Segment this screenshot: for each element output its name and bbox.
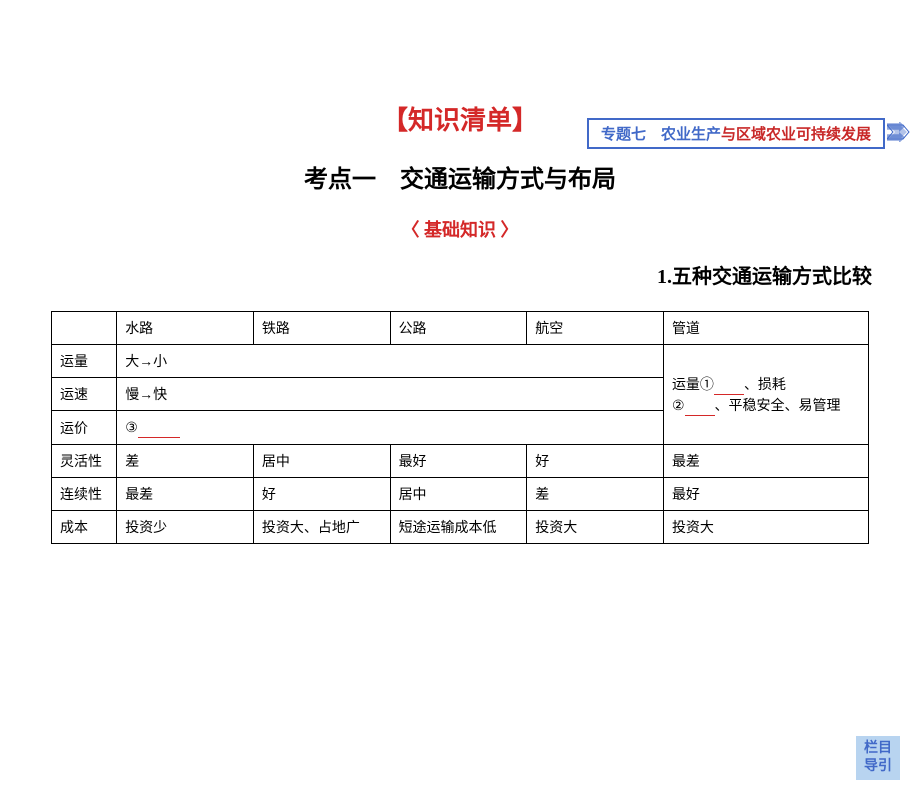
comparison-table: 水路 铁路 公路 航空 管道 运量 大→小 运量① 、损耗 ② 、平稳安全、易管… (51, 311, 869, 544)
row-label-cont: 连续性 (52, 478, 117, 511)
flex-c2: 居中 (253, 445, 390, 478)
header-col5: 管道 (663, 312, 868, 345)
pipe-suffix1: 、损耗 (744, 378, 786, 393)
cont-c4: 差 (527, 478, 664, 511)
speed-merged: 慢→快 (117, 378, 664, 411)
section-label: 〈 基础知识 〉 (0, 216, 920, 242)
pipe-blank2 (685, 395, 715, 416)
pipe-blank1 (714, 374, 744, 395)
subtitle: 考点一 交通运输方式与布局 (0, 159, 920, 194)
top-banner: 专题七 农业生产 与区域农业可持续发展 (587, 118, 885, 149)
header-col4: 航空 (527, 312, 664, 345)
price-blank (138, 417, 180, 438)
flex-c3: 最好 (390, 445, 527, 478)
banner-red-text: 与区域农业可持续发展 (721, 123, 871, 144)
nav-line2: 导引 (864, 759, 892, 774)
row-label-cost: 成本 (52, 511, 117, 544)
cost-c3: 短途运输成本低 (390, 511, 527, 544)
table-row-continuity: 连续性 最差 好 居中 差 最好 (52, 478, 869, 511)
pipe-merged: 运量① 、损耗 ② 、平稳安全、易管理 (663, 345, 868, 445)
row-label-volume: 运量 (52, 345, 117, 378)
flex-c1: 差 (117, 445, 254, 478)
pipe-prefix1: 运量① (672, 378, 714, 393)
arrow-right-icon (887, 122, 911, 142)
section-heading: 1.五种交通运输方式比较 (0, 260, 872, 289)
cost-c2: 投资大、占地广 (253, 511, 390, 544)
cont-c3: 居中 (390, 478, 527, 511)
main-title-text: 知识清单 (408, 106, 512, 135)
header-empty (52, 312, 117, 345)
pipe-suffix2: 、平稳安全、易管理 (715, 399, 841, 414)
price-merged: ③ (117, 411, 664, 445)
flex-c5: 最差 (663, 445, 868, 478)
cont-c5: 最好 (663, 478, 868, 511)
row-label-price: 运价 (52, 411, 117, 445)
table-row-flexibility: 灵活性 差 居中 最好 好 最差 (52, 445, 869, 478)
row-label-speed: 运速 (52, 378, 117, 411)
flex-c4: 好 (527, 445, 664, 478)
volume-merged: 大→小 (117, 345, 664, 378)
cost-c4: 投资大 (527, 511, 664, 544)
banner-blue-text: 专题七 农业生产 (601, 123, 721, 144)
bottom-nav-button[interactable]: 栏目 导引 (856, 736, 900, 780)
table-row-cost: 成本 投资少 投资大、占地广 短途运输成本低 投资大 投资大 (52, 511, 869, 544)
price-num: ③ (125, 421, 138, 436)
cost-c5: 投资大 (663, 511, 868, 544)
nav-line1: 栏目 (864, 741, 892, 756)
table-row-volume: 运量 大→小 运量① 、损耗 ② 、平稳安全、易管理 (52, 345, 869, 378)
table-header-row: 水路 铁路 公路 航空 管道 (52, 312, 869, 345)
cost-c1: 投资少 (117, 511, 254, 544)
cont-c2: 好 (253, 478, 390, 511)
header-col3: 公路 (390, 312, 527, 345)
bracket-right: 】 (512, 106, 538, 135)
header-col2: 铁路 (253, 312, 390, 345)
header-col1: 水路 (117, 312, 254, 345)
bracket-left: 【 (382, 106, 408, 135)
row-label-flex: 灵活性 (52, 445, 117, 478)
cont-c1: 最差 (117, 478, 254, 511)
pipe-num2: ② (672, 399, 685, 414)
